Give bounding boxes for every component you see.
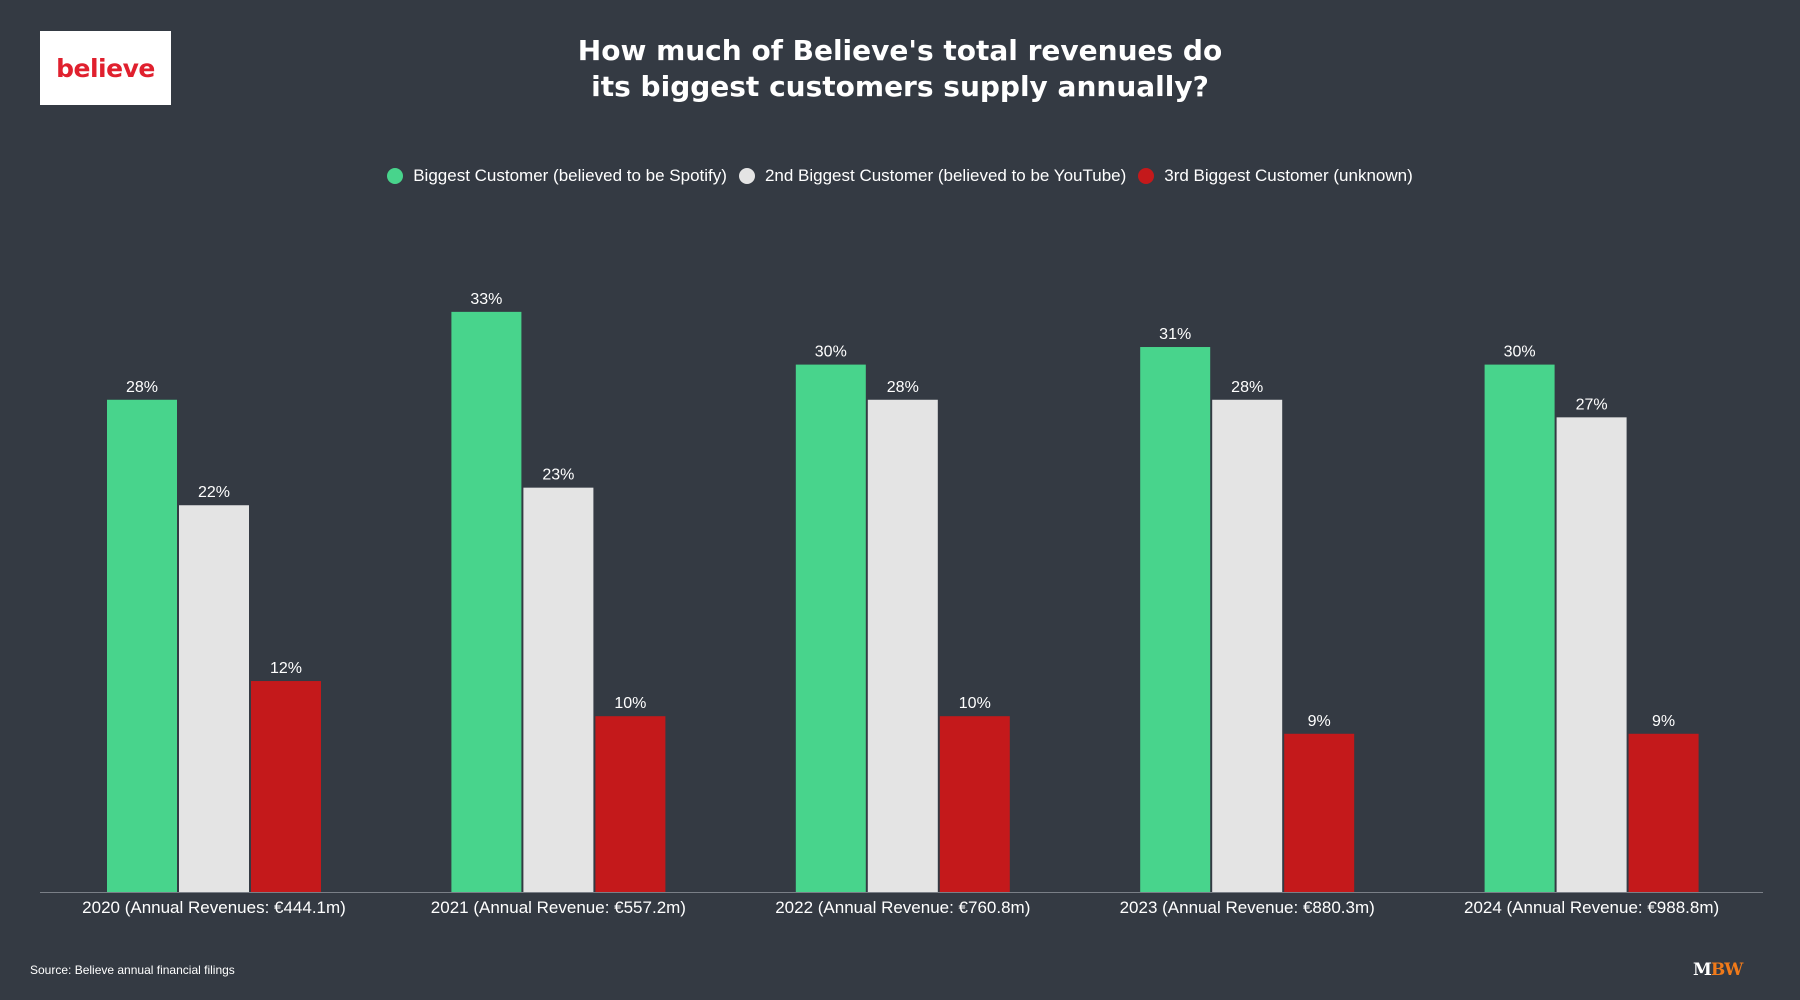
legend-item-1: Biggest Customer (believed to be Spotify… xyxy=(387,166,727,186)
legend-label: 2nd Biggest Customer (believed to be You… xyxy=(764,166,1127,185)
chart-title: How much of Believe's total revenues do … xyxy=(0,33,1800,105)
data-label: 9% xyxy=(1308,713,1331,730)
bar xyxy=(1484,364,1555,893)
bar xyxy=(595,716,666,892)
legend-swatch xyxy=(1138,168,1155,184)
mbw-logo-bw: BW xyxy=(1710,960,1743,980)
x-tick-label: 2022 (Annual Revenue: €760.8m) xyxy=(775,898,1030,917)
source-note: Source: Believe annual financial filings xyxy=(30,963,235,977)
x-tick-label: 2020 (Annual Revenues: €444.1m) xyxy=(82,898,346,917)
data-label: 33% xyxy=(470,291,502,308)
data-label: 12% xyxy=(270,660,302,677)
data-label: 31% xyxy=(1159,326,1191,343)
believe-logo: believe xyxy=(40,31,171,105)
legend-label: 3rd Biggest Customer (unknown) xyxy=(1164,166,1413,185)
bar xyxy=(1556,417,1627,892)
legend-item-2: 2nd Biggest Customer (believed to be You… xyxy=(738,166,1127,186)
title-line-1: How much of Believe's total revenues do xyxy=(577,34,1223,67)
bar xyxy=(251,681,321,892)
bar xyxy=(939,716,1010,892)
bar xyxy=(1628,733,1699,892)
data-label: 22% xyxy=(198,484,230,501)
data-label: 9% xyxy=(1652,713,1675,730)
bar xyxy=(179,505,249,892)
bar xyxy=(523,487,594,892)
data-label: 30% xyxy=(1504,344,1536,361)
data-label: 28% xyxy=(887,379,919,396)
data-label: 30% xyxy=(815,344,847,361)
data-label: 10% xyxy=(614,695,646,712)
mbw-logo-m: M xyxy=(1693,960,1712,980)
bar xyxy=(1140,347,1211,892)
bar xyxy=(1212,399,1283,892)
data-label: 10% xyxy=(959,695,991,712)
x-tick-label: 2021 (Annual Revenue: €557.2m) xyxy=(431,898,686,917)
legend-item-3: 3rd Biggest Customer (unknown) xyxy=(1138,166,1413,186)
bar xyxy=(107,399,177,892)
mbw-logo: MBW xyxy=(1693,960,1743,980)
data-label: 28% xyxy=(126,379,158,396)
title-line-2: its biggest customers supply annually? xyxy=(591,70,1209,103)
x-tick-label: 2024 (Annual Revenue: €988.8m) xyxy=(1464,898,1719,917)
data-label: 28% xyxy=(1231,379,1263,396)
data-label: 23% xyxy=(542,467,574,484)
legend-label: Biggest Customer (believed to be Spotify… xyxy=(413,166,727,185)
logo-text: believe xyxy=(56,53,155,83)
bar xyxy=(795,364,866,893)
bar xyxy=(867,399,938,892)
legend-swatch xyxy=(738,168,755,184)
data-label: 27% xyxy=(1576,396,1608,413)
x-tick-label: 2023 (Annual Revenue: €880.3m) xyxy=(1120,898,1375,917)
legend: Biggest Customer (believed to be Spotify… xyxy=(0,166,1800,186)
bar xyxy=(1284,733,1355,892)
legend-swatch xyxy=(387,168,404,184)
bar xyxy=(451,311,522,892)
